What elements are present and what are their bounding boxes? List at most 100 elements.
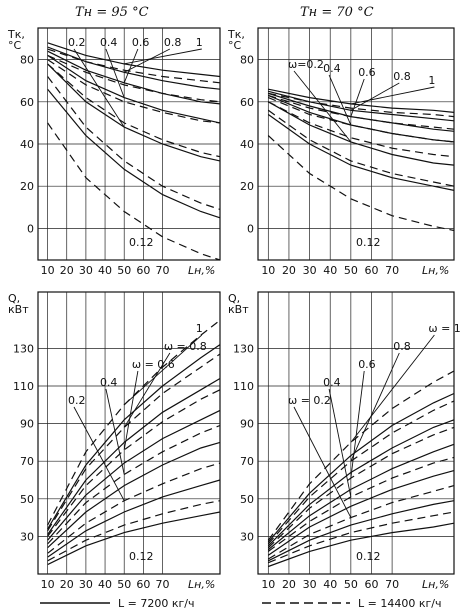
y-axis-label: °C bbox=[228, 39, 242, 52]
curve-omega-0_4-dashed bbox=[47, 63, 221, 158]
curve-omega-1-solid bbox=[47, 344, 221, 530]
curve-omega-0_4-solid bbox=[268, 94, 455, 143]
omega-leader bbox=[105, 388, 125, 475]
curve-omega-0_12-solid bbox=[267, 114, 455, 191]
omega-leader bbox=[350, 86, 435, 105]
omega-label: 0.4 bbox=[100, 376, 118, 389]
omega-leader bbox=[73, 406, 125, 501]
omega-leader bbox=[123, 370, 139, 450]
y-tick-label: 20 bbox=[240, 180, 254, 193]
omega-label: 0.6 bbox=[358, 358, 376, 371]
omega-leader bbox=[124, 48, 202, 65]
curve-omega-1-dashed bbox=[268, 92, 455, 118]
panel-title-top-right: Tн = 70 °C bbox=[300, 5, 374, 20]
x-tick-label: 10 bbox=[41, 578, 55, 591]
omega-leader bbox=[293, 406, 352, 518]
y-axis-label: Q, bbox=[228, 292, 240, 305]
curve-omega-0_12-solid bbox=[268, 522, 455, 568]
omega-leader bbox=[293, 70, 352, 143]
x-tick-label: 70 bbox=[385, 264, 399, 277]
omega-low-label: 0.12 bbox=[129, 550, 154, 563]
curve-omega-0_8-solid bbox=[47, 46, 221, 90]
curve-omega-0_2-solid bbox=[268, 101, 455, 166]
x-tick-label: 10 bbox=[261, 578, 275, 591]
y-tick-label: 40 bbox=[240, 138, 254, 151]
omega-label: ω = 0.2 bbox=[288, 394, 331, 407]
x-axis-label: Lн,% bbox=[188, 264, 215, 277]
x-tick-label: 50 bbox=[117, 578, 131, 591]
omega-label: 0.2 bbox=[68, 36, 86, 49]
x-tick-label: 60 bbox=[136, 264, 150, 277]
omega-label: 0.6 bbox=[358, 66, 376, 79]
omega-leader bbox=[350, 334, 435, 443]
x-tick-label: 20 bbox=[60, 264, 74, 277]
curve-omega-0_6-dashed bbox=[47, 389, 221, 537]
curve-omega-0_2-solid bbox=[268, 500, 455, 562]
omega-label: 1 bbox=[196, 322, 203, 335]
omega-label: ω = 1 bbox=[428, 322, 460, 335]
x-tick-label: 60 bbox=[364, 264, 378, 277]
curve-omega-0_2-solid bbox=[47, 63, 221, 162]
plot-frame bbox=[37, 291, 221, 575]
curve-omega-0_12-dashed bbox=[47, 500, 221, 562]
omega-label: 0.8 bbox=[393, 70, 411, 83]
y-tick-label: 130 bbox=[13, 342, 34, 355]
x-tick-label: 40 bbox=[98, 578, 112, 591]
x-tick-label: 50 bbox=[117, 264, 131, 277]
x-tick-label: 60 bbox=[364, 578, 378, 591]
omega-leader bbox=[350, 82, 400, 111]
curve-omega-0_2-dashed bbox=[47, 76, 221, 210]
x-tick-label: 30 bbox=[303, 264, 317, 277]
x-tick-label: 30 bbox=[79, 578, 93, 591]
omega-label: 0.4 bbox=[100, 36, 118, 49]
curve-omega-0_6-solid bbox=[267, 443, 455, 551]
y-tick-label: 70 bbox=[20, 455, 34, 468]
curve-omega-1-solid bbox=[47, 42, 221, 78]
panel-0: 10 20 30 40 50 60 70 80 60 40 20 0 Tк,°C Lн,% 0.2 0.4 0.… bbox=[7, 27, 221, 277]
omega-label: 0.8 bbox=[393, 340, 411, 353]
curve-omega-0_6-dashed bbox=[267, 426, 455, 549]
x-tick-label: 10 bbox=[41, 264, 55, 277]
curve-omega-0_4-dashed bbox=[267, 456, 455, 552]
panel-1: 10 20 30 40 50 60 70 80 60 40 20 0 Tк,°C Lн,% ω=0.2 0.4… bbox=[227, 27, 455, 277]
y-axis-label: Q, bbox=[8, 292, 20, 305]
curve-omega-0_12-solid bbox=[47, 88, 221, 219]
curve-omega-0_12-dashed bbox=[47, 122, 221, 261]
x-tick-label: 30 bbox=[79, 264, 93, 277]
y-axis-label: Tк, bbox=[227, 28, 245, 41]
omega-leader bbox=[328, 388, 352, 498]
x-axis-label: Lн,% bbox=[188, 578, 215, 591]
y-tick-label: 90 bbox=[240, 418, 254, 431]
y-axis-label: Tк, bbox=[7, 28, 25, 41]
curve-omega-0_6-solid bbox=[47, 50, 221, 105]
curve-omega-0_4-solid bbox=[267, 470, 455, 556]
y-tick-label: 50 bbox=[20, 493, 34, 506]
omega-leader bbox=[105, 48, 125, 98]
omega-low-label: 0.12 bbox=[356, 236, 381, 249]
omega-label: 0.2 bbox=[68, 394, 86, 407]
omega-label: 1 bbox=[428, 74, 435, 87]
x-tick-label: 40 bbox=[98, 264, 112, 277]
y-axis-label: °C bbox=[8, 39, 22, 52]
plot-frame bbox=[257, 291, 455, 575]
y-tick-label: 80 bbox=[20, 54, 34, 67]
omega-leader bbox=[328, 74, 352, 126]
curve-omega-1-solid bbox=[267, 392, 455, 543]
omega-leader bbox=[350, 370, 365, 479]
x-tick-label: 40 bbox=[323, 578, 337, 591]
x-tick-label: 20 bbox=[282, 264, 296, 277]
omega-leader bbox=[350, 352, 400, 462]
panel-2: 10 20 30 40 50 60 70 130 110 90 70 50 30 Q,кВт Lн,% 0.2… bbox=[8, 291, 221, 591]
curve-omega-1-dashed bbox=[47, 319, 221, 526]
x-tick-label: 70 bbox=[385, 578, 399, 591]
omega-leader bbox=[123, 48, 139, 84]
panel-3: 10 20 30 40 50 60 70 130 110 90 70 50 30 Q,кВт Lн,% ω =… bbox=[228, 291, 461, 591]
y-tick-label: 20 bbox=[20, 180, 34, 193]
y-tick-label: 30 bbox=[20, 530, 34, 543]
omega-label: 0.6 bbox=[132, 36, 150, 49]
omega-label: 0.8 bbox=[164, 36, 182, 49]
y-tick-label: 80 bbox=[240, 54, 254, 67]
curve-omega-0_6-dashed bbox=[47, 59, 221, 124]
